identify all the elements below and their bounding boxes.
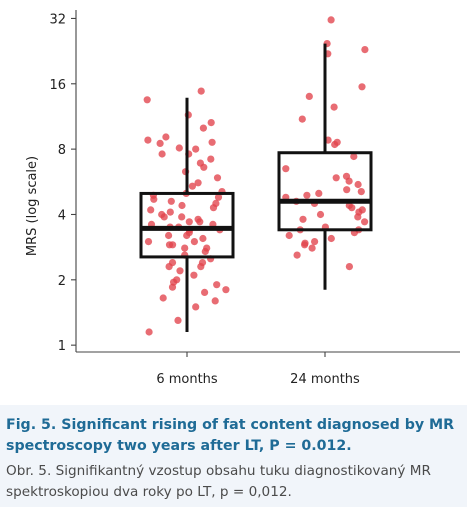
data-point (159, 294, 167, 302)
data-point (331, 140, 339, 149)
y-tick-label: 16 (49, 78, 66, 93)
data-point (330, 103, 338, 111)
data-point (160, 213, 168, 221)
data-point (343, 186, 351, 194)
data-point (301, 241, 309, 249)
y-axis-label: MRS (log scale) (25, 156, 40, 256)
data-point (293, 251, 301, 259)
y-tick-label: 32 (49, 12, 66, 27)
data-point (213, 174, 222, 182)
data-point (166, 208, 174, 216)
data-point (165, 241, 174, 249)
data-point (192, 303, 200, 311)
data-point (197, 87, 205, 95)
data-point (345, 263, 353, 271)
data-point (197, 263, 205, 271)
y-tick-label: 4 (58, 208, 66, 223)
data-point (165, 263, 173, 271)
data-point (201, 247, 209, 256)
data-point (201, 288, 209, 296)
data-point (190, 271, 198, 279)
data-point (185, 218, 193, 226)
data-point (188, 182, 196, 190)
data-point (200, 163, 208, 171)
data-point (143, 96, 151, 104)
data-point (354, 180, 362, 189)
data-point (345, 177, 353, 185)
data-point (156, 139, 164, 147)
x-tick-label: 24 months (290, 372, 360, 387)
data-point (176, 267, 184, 275)
boxes (139, 43, 373, 332)
data-point (209, 204, 218, 212)
data-point (181, 244, 189, 252)
data-point (348, 204, 356, 212)
data-point (207, 155, 215, 163)
data-point (207, 119, 215, 127)
data-point (350, 152, 358, 161)
y-tick-label: 2 (58, 274, 66, 289)
data-point (178, 201, 186, 210)
data-point (327, 234, 335, 243)
data-point (332, 174, 340, 182)
data-point (158, 150, 166, 158)
data-point (147, 206, 155, 214)
data-point (183, 231, 191, 240)
data-point (190, 238, 198, 246)
data-point (178, 213, 186, 221)
data-point (285, 231, 293, 240)
data-point (308, 244, 316, 252)
data-point (165, 231, 173, 240)
data-point (214, 193, 223, 201)
x-tick-label: 6 months (156, 372, 218, 387)
data-point (354, 213, 362, 221)
data-point (199, 124, 207, 132)
iqr-box (277, 151, 373, 232)
y-tick-label: 1 (58, 339, 66, 354)
data-point (150, 195, 158, 203)
data-point (144, 136, 152, 144)
data-point (315, 189, 323, 197)
data-point (211, 297, 219, 305)
caption-czech: Obr. 5. Signifikantný vzostup obsahu tuk… (6, 463, 431, 500)
data-point (327, 16, 335, 24)
data-point (196, 218, 204, 226)
y-tick-label: 8 (58, 143, 66, 158)
data-point (361, 46, 369, 54)
y-ticks: 1 2 4 8 16 32 (49, 12, 76, 354)
data-point (192, 145, 200, 153)
iqr-box (139, 191, 235, 259)
data-point (168, 283, 177, 291)
axes (75, 10, 460, 353)
data-point (361, 218, 369, 226)
data-point (213, 281, 221, 289)
chart-area: 1 2 4 8 16 32 MRS (log scale) 6 months 24 mont… (25, 10, 460, 387)
data-point (208, 138, 216, 146)
data-point (222, 286, 230, 294)
data-point (357, 188, 365, 196)
data-points (143, 16, 369, 336)
data-point (282, 165, 290, 173)
caption-english: Fig. 5. Significant rising of fat conten… (6, 417, 455, 454)
data-point (199, 234, 207, 243)
data-point (162, 133, 170, 141)
data-point (298, 115, 306, 123)
data-point (311, 238, 319, 246)
figure-caption: Fig. 5. Significant rising of fat conten… (0, 405, 467, 507)
data-point (316, 210, 325, 219)
data-point (144, 238, 153, 246)
box-plot: 1 2 4 8 16 32 MRS (log scale) 6 months 24 mont… (25, 10, 460, 387)
data-point (175, 144, 183, 152)
data-point (299, 215, 307, 223)
data-point (358, 83, 366, 91)
data-point (303, 191, 311, 199)
data-point (305, 92, 313, 100)
data-point (145, 328, 153, 336)
data-point (194, 179, 202, 187)
data-point (167, 197, 175, 205)
x-ticks: 6 months 24 months (156, 352, 360, 387)
data-point (174, 316, 182, 324)
